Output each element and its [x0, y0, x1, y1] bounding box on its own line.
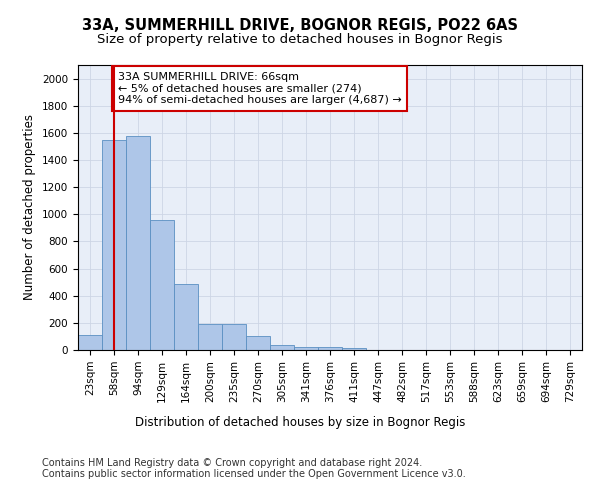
Text: Contains HM Land Registry data © Crown copyright and database right 2024.
Contai: Contains HM Land Registry data © Crown c… [42, 458, 466, 479]
Bar [150, 220, 174, 350]
Text: 33A, SUMMERHILL DRIVE, BOGNOR REGIS, PO22 6AS: 33A, SUMMERHILL DRIVE, BOGNOR REGIS, PO2… [82, 18, 518, 32]
Bar [198, 324, 222, 350]
Text: Size of property relative to detached houses in Bognor Regis: Size of property relative to detached ho… [97, 32, 503, 46]
Bar [102, 140, 126, 350]
Bar [78, 335, 102, 350]
Bar [126, 136, 150, 350]
Bar [294, 346, 318, 350]
Bar [174, 284, 198, 350]
Text: Distribution of detached houses by size in Bognor Regis: Distribution of detached houses by size … [135, 416, 465, 429]
Y-axis label: Number of detached properties: Number of detached properties [23, 114, 37, 300]
Text: 33A SUMMERHILL DRIVE: 66sqm
← 5% of detached houses are smaller (274)
94% of sem: 33A SUMMERHILL DRIVE: 66sqm ← 5% of deta… [118, 72, 401, 105]
Bar [318, 348, 342, 350]
Bar [246, 336, 270, 350]
Bar [222, 324, 246, 350]
Bar [270, 345, 294, 350]
Bar [342, 348, 366, 350]
